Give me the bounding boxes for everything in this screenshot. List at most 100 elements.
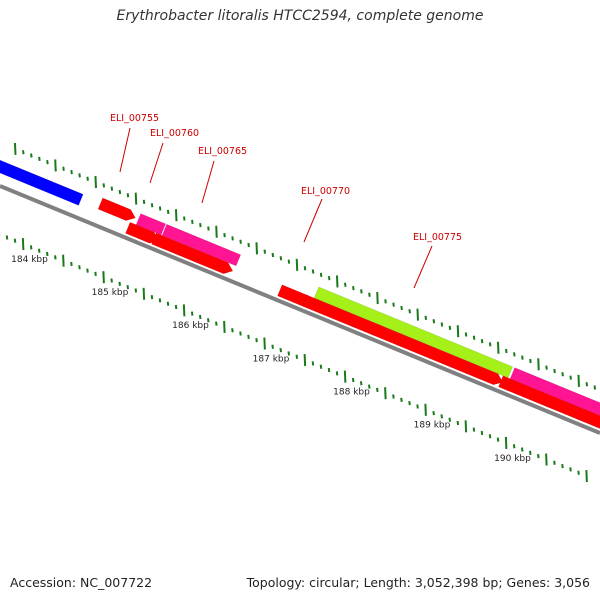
gene-labels: ELI_00755 ELI_00760 ELI_00765 ELI_00770 ELI_…: [110, 113, 462, 289]
major-tick: [142, 287, 146, 300]
minor-tick: [295, 354, 299, 359]
minor-tick: [126, 193, 130, 198]
minor-tick: [359, 381, 363, 386]
minor-tick: [46, 251, 49, 257]
minor-tick: [448, 325, 452, 330]
minor-tick: [440, 414, 443, 419]
gene-feature[interactable]: [151, 232, 234, 274]
axis-label: 185 kbp: [92, 288, 129, 298]
minor-tick: [287, 351, 291, 356]
minor-tick: [561, 463, 564, 469]
gene-feature[interactable]: [135, 213, 167, 236]
gene-feature[interactable]: [0, 156, 84, 206]
minor-tick: [86, 268, 89, 273]
major-tick: [255, 242, 258, 255]
gene-label-leader: [413, 245, 433, 289]
genome-summary-text: Topology: circular; Length: 3,052,398 bp…: [246, 575, 590, 590]
minor-tick: [70, 169, 73, 175]
minor-tick: [279, 256, 283, 261]
major-tick: [134, 192, 138, 205]
minor-tick: [5, 235, 9, 240]
minor-tick: [13, 238, 17, 243]
accession-text: Accession: NC_007722: [10, 575, 153, 590]
minor-tick: [553, 368, 556, 374]
minor-tick: [271, 252, 275, 258]
minor-tick: [335, 371, 339, 376]
minor-tick: [496, 437, 500, 442]
gene-feature[interactable]: [498, 375, 600, 438]
major-tick: [416, 308, 419, 321]
minor-tick: [512, 444, 516, 449]
minor-tick: [456, 420, 460, 426]
major-tick: [303, 354, 307, 367]
minor-tick: [223, 232, 226, 238]
minor-tick: [488, 434, 492, 439]
minor-tick: [158, 206, 162, 211]
minor-tick: [327, 276, 331, 281]
major-tick: [54, 159, 57, 172]
minor-tick: [199, 223, 202, 228]
gene-label-leader: [149, 142, 164, 184]
minor-tick: [38, 156, 41, 161]
axis-label: 187 kbp: [253, 354, 290, 364]
tick-marks: [0, 142, 597, 483]
minor-tick: [585, 382, 589, 387]
major-tick: [215, 225, 218, 238]
genome-backbone: [0, 184, 600, 435]
axis-label: 186 kbp: [172, 321, 209, 331]
minor-tick: [46, 160, 49, 165]
gene-feature[interactable]: [161, 223, 242, 267]
minor-tick: [472, 335, 476, 340]
minor-tick: [94, 271, 97, 277]
minor-tick: [521, 355, 524, 360]
minor-tick: [37, 248, 41, 253]
minor-tick: [271, 344, 274, 349]
minor-tick: [352, 285, 355, 291]
minor-tick: [54, 255, 57, 260]
major-tick: [102, 271, 105, 284]
minor-tick: [561, 372, 564, 377]
major-tick: [295, 258, 299, 271]
minor-tick: [529, 450, 532, 455]
gene-feature[interactable]: [302, 294, 504, 386]
minor-tick: [569, 467, 572, 472]
major-tick: [585, 470, 588, 483]
minor-tick: [311, 269, 315, 274]
minor-tick: [480, 430, 484, 436]
minor-tick: [118, 281, 121, 286]
minor-tick: [319, 364, 323, 369]
minor-tick: [247, 242, 250, 248]
minor-tick: [432, 410, 435, 416]
major-tick: [545, 453, 548, 466]
minor-tick: [392, 302, 395, 307]
major-tick: [464, 420, 468, 433]
minor-tick: [279, 347, 282, 353]
minor-tick: [86, 176, 89, 181]
minor-tick: [513, 352, 516, 357]
minor-tick: [70, 261, 73, 267]
minor-tick: [424, 315, 428, 321]
minor-tick: [464, 332, 468, 337]
minor-tick: [118, 189, 122, 195]
minor-tick: [392, 394, 395, 399]
minor-tick: [416, 404, 419, 409]
minor-tick: [231, 236, 234, 241]
minor-tick: [344, 282, 347, 287]
minor-tick: [577, 470, 580, 475]
minor-tick: [78, 173, 81, 178]
minor-tick: [440, 322, 444, 327]
gene-feature[interactable]: [509, 367, 600, 427]
minor-tick: [537, 454, 540, 459]
minor-tick: [303, 266, 307, 271]
gene-feature[interactable]: [313, 286, 514, 379]
minor-tick: [400, 305, 403, 311]
genome-title: Erythrobacter litoralis HTCC2594, comple…: [116, 8, 484, 24]
gene-label: ELI_00775: [413, 232, 462, 243]
minor-tick: [384, 299, 387, 304]
axis-label: 188 kbp: [333, 388, 370, 398]
gene-feature[interactable]: [97, 197, 136, 221]
minor-tick: [62, 166, 65, 171]
axis-labels: 184 kbp 185 kbp 186 kbp 187 kbp 188 kbp 189 k…: [11, 255, 531, 464]
minor-tick: [448, 417, 452, 422]
